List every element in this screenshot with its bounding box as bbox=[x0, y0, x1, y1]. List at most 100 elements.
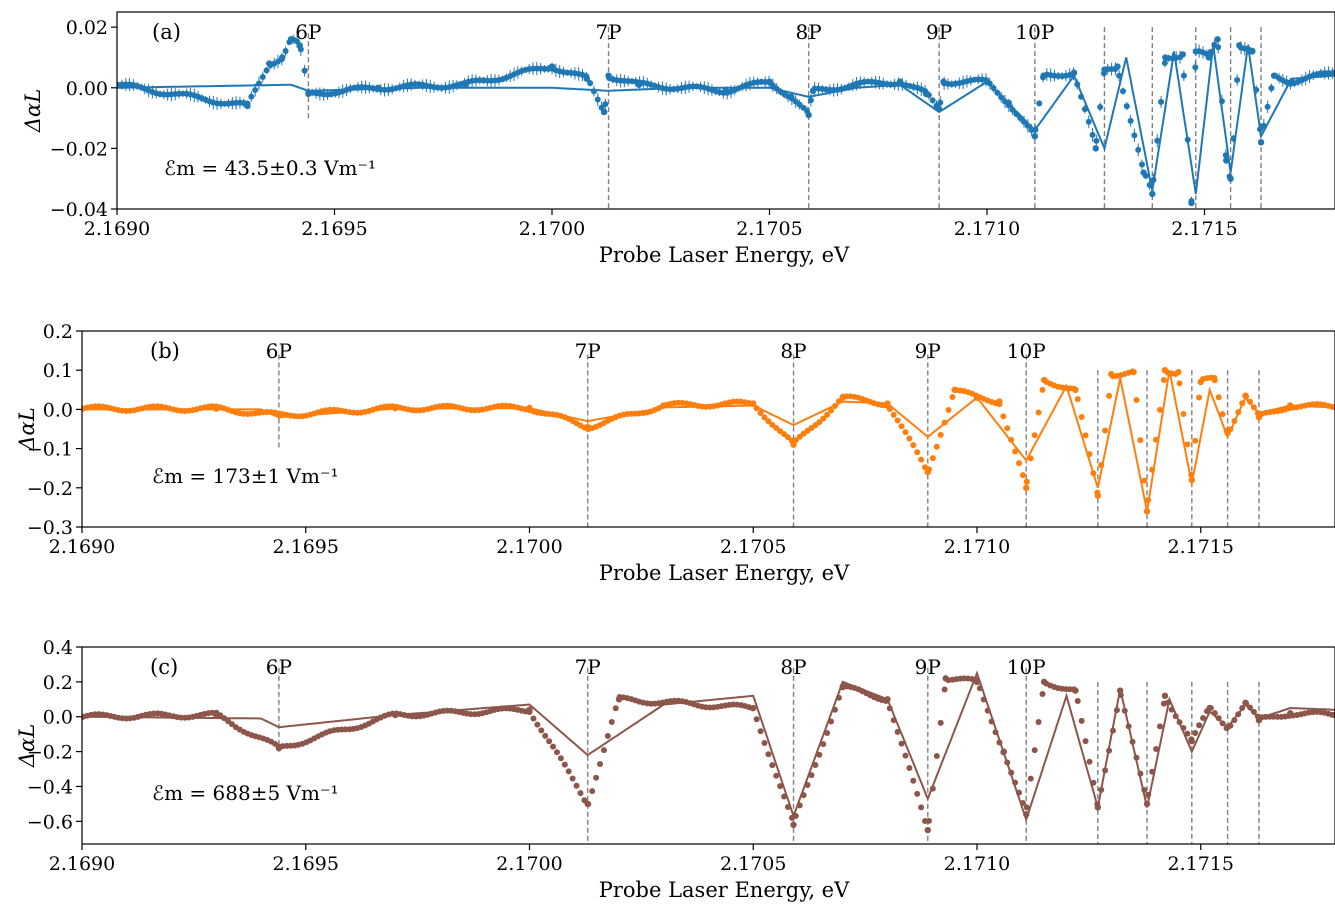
data-point bbox=[577, 790, 584, 797]
data-point bbox=[275, 744, 283, 752]
data-point bbox=[82, 713, 86, 720]
data-point bbox=[910, 442, 917, 449]
plot-area bbox=[82, 670, 1335, 834]
data-point bbox=[1192, 437, 1199, 444]
data-point bbox=[1106, 747, 1113, 754]
data-point bbox=[839, 394, 846, 401]
data-point bbox=[1039, 691, 1046, 698]
data-point bbox=[790, 441, 797, 448]
resonance-label: 9P bbox=[915, 339, 941, 363]
resonance-label: 6P bbox=[266, 339, 292, 363]
data-point bbox=[1161, 60, 1168, 67]
data-point bbox=[1143, 508, 1151, 515]
data-point bbox=[1224, 429, 1231, 437]
data-point bbox=[933, 443, 940, 450]
data-point bbox=[526, 404, 533, 412]
y-tick-label: 0.0 bbox=[43, 707, 73, 729]
data-point bbox=[1257, 139, 1265, 146]
y-tick-label: −0.2 bbox=[27, 478, 73, 500]
data-point bbox=[534, 721, 541, 728]
data-point bbox=[1035, 409, 1042, 416]
x-tick-label: 2.1705 bbox=[720, 853, 786, 875]
data-point bbox=[1188, 471, 1195, 478]
data-point bbox=[1133, 397, 1140, 404]
data-point bbox=[1078, 717, 1085, 724]
data-point bbox=[1019, 800, 1026, 807]
data-point bbox=[816, 751, 823, 758]
data-point bbox=[1239, 400, 1246, 407]
data-point bbox=[941, 686, 948, 693]
data-point bbox=[1070, 69, 1078, 76]
y-tick-label: −0.3 bbox=[27, 517, 73, 539]
data-point bbox=[1192, 48, 1200, 55]
data-point bbox=[1200, 714, 1207, 721]
data-point bbox=[392, 711, 399, 719]
data-point bbox=[1234, 77, 1241, 84]
data-point bbox=[1017, 114, 1024, 121]
data-point bbox=[1250, 708, 1257, 715]
data-point bbox=[1121, 707, 1128, 714]
x-tick-label: 2.1710 bbox=[944, 853, 1010, 875]
x-tick-label: 2.1700 bbox=[519, 218, 585, 240]
plot-area bbox=[117, 34, 1335, 207]
field-strength-label: ℰm = 688±5 Vm⁻¹ bbox=[152, 781, 339, 805]
resonance-label: 8P bbox=[780, 655, 806, 679]
x-tick-label: 2.1690 bbox=[49, 536, 115, 558]
data-point bbox=[1116, 72, 1123, 79]
data-point bbox=[1109, 727, 1116, 734]
data-point bbox=[1008, 769, 1015, 776]
data-point bbox=[1098, 786, 1105, 793]
data-point bbox=[590, 88, 597, 95]
data-point bbox=[1093, 137, 1100, 144]
data-point bbox=[788, 93, 795, 101]
data-point bbox=[1149, 768, 1156, 775]
data-point bbox=[1253, 86, 1260, 93]
data-point bbox=[1000, 748, 1008, 755]
data-point bbox=[1210, 374, 1218, 382]
data-point bbox=[1141, 477, 1148, 484]
data-point bbox=[828, 407, 835, 414]
data-point bbox=[750, 704, 757, 712]
data-point bbox=[1331, 403, 1335, 411]
data-point bbox=[282, 48, 289, 55]
y-tick-label: 0.00 bbox=[66, 78, 108, 100]
data-point bbox=[769, 762, 776, 769]
data-point bbox=[1145, 497, 1152, 504]
data-point bbox=[925, 817, 932, 824]
data-point bbox=[1140, 169, 1147, 176]
panel-tag: (b) bbox=[150, 339, 180, 363]
data-point bbox=[252, 86, 259, 93]
data-point bbox=[800, 792, 807, 799]
data-point bbox=[1089, 131, 1096, 138]
x-axis-label: Probe Laser Energy, eV bbox=[599, 243, 850, 267]
data-point bbox=[615, 696, 623, 703]
data-point bbox=[790, 821, 797, 829]
data-point bbox=[1179, 51, 1186, 58]
data-point bbox=[1188, 737, 1196, 745]
data-point bbox=[548, 63, 556, 70]
data-point bbox=[1176, 719, 1183, 726]
data-point bbox=[753, 405, 760, 412]
data-point bbox=[461, 81, 469, 88]
data-point bbox=[820, 415, 827, 422]
data-point bbox=[1027, 455, 1034, 462]
data-point bbox=[1114, 63, 1121, 70]
data-point bbox=[914, 790, 921, 797]
data-point bbox=[941, 419, 948, 426]
data-point bbox=[796, 802, 803, 809]
data-point bbox=[1085, 118, 1092, 125]
data-point bbox=[924, 468, 931, 476]
data-point bbox=[1023, 804, 1030, 811]
data-point bbox=[1175, 368, 1182, 376]
data-point bbox=[942, 675, 949, 682]
data-point bbox=[553, 749, 560, 756]
data-point bbox=[1027, 775, 1034, 782]
data-point bbox=[593, 774, 600, 781]
data-point bbox=[1074, 396, 1081, 403]
data-point bbox=[884, 696, 891, 703]
y-tick-label: 0.2 bbox=[43, 672, 73, 694]
y-tick-label: −0.4 bbox=[27, 776, 73, 798]
data-point bbox=[894, 417, 901, 424]
data-point bbox=[792, 813, 799, 820]
